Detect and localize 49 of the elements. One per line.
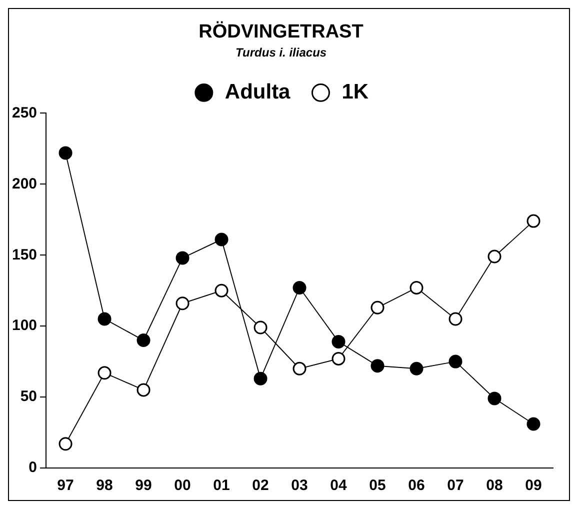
point: [332, 334, 346, 348]
point: [292, 281, 306, 295]
x-tick-label: 07: [447, 477, 464, 494]
x-tick-label: 99: [135, 477, 152, 494]
point: [58, 437, 72, 451]
legend-label: Adulta: [224, 80, 291, 104]
point: [526, 214, 540, 228]
y-tick-label: 150: [12, 246, 38, 264]
point: [254, 372, 268, 386]
point: [448, 354, 462, 368]
x-tick-label: 98: [96, 477, 113, 494]
x-tick-label: 06: [408, 477, 425, 494]
point: [292, 362, 306, 376]
point: [410, 281, 424, 295]
point: [214, 284, 228, 298]
legend-label: 1K: [342, 80, 369, 104]
x-tick-label: 03: [291, 477, 308, 494]
chart-title: RÖDVINGETRAST: [198, 20, 364, 43]
point: [98, 312, 112, 326]
y-tick-label: 50: [20, 388, 38, 406]
y-tick-label: 250: [12, 104, 38, 122]
x-tick-label: 09: [525, 477, 542, 494]
point: [488, 250, 502, 264]
x-tick-label: 01: [213, 477, 230, 494]
y-tick-label: 100: [12, 317, 38, 334]
point: [370, 300, 384, 314]
x-tick-label: 97: [57, 477, 74, 494]
point: [332, 352, 346, 366]
x-tick-label: 08: [486, 477, 503, 494]
point: [448, 312, 462, 326]
x-tick-label: 05: [369, 477, 386, 494]
point: [176, 251, 190, 265]
y-tick-label: 0: [28, 459, 38, 476]
y-tick-label: 200: [12, 175, 38, 192]
x-tick-label: 04: [330, 477, 348, 494]
point: [58, 146, 72, 160]
point: [254, 320, 268, 334]
point: [136, 334, 150, 348]
point: [370, 359, 384, 373]
x-tick-label: 02: [252, 477, 269, 494]
point: [98, 366, 112, 380]
point: [136, 383, 150, 397]
point: [214, 232, 228, 246]
point: [176, 296, 190, 310]
point: [526, 417, 540, 431]
point: [410, 362, 424, 376]
point: [488, 392, 502, 406]
x-tick-label: 00: [174, 477, 191, 494]
chart-subtitle: Turdus i. iliacus: [235, 45, 327, 60]
